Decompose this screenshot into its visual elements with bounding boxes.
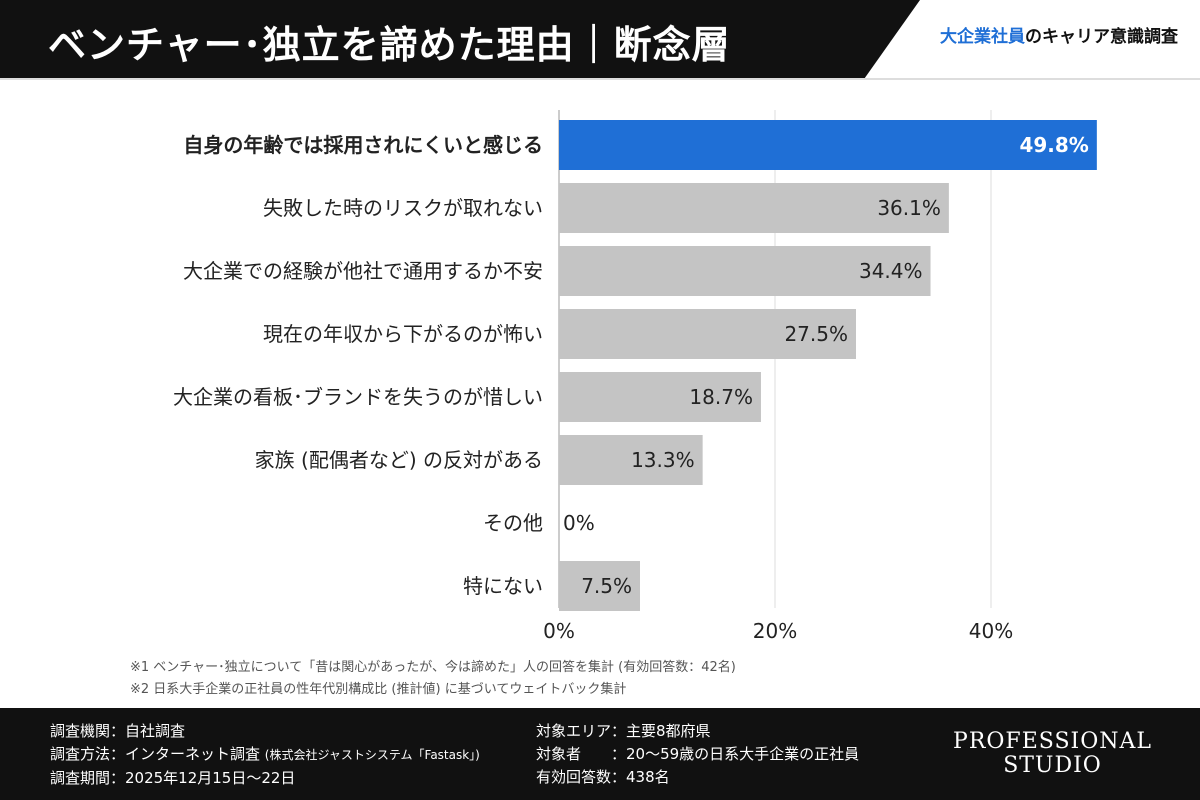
data-label: 7.5% (581, 574, 632, 598)
category-label: 大企業の看板･ブランドを失うのが惜しい (173, 385, 543, 409)
bar-chart: 0% 20% 40% 自身の年齢では採用されにくいと感じる 49.8% 失敗した時のリスク… (173, 110, 1097, 643)
bar (559, 561, 640, 611)
bar (559, 120, 1097, 170)
category-label: 現在の年収から下がるのが怖い (263, 322, 543, 346)
data-label: 36.1% (877, 196, 941, 220)
bar (559, 435, 703, 485)
survey-method: 調査方法：インターネット調査 (株式会社ジャストシステム「Fastask」) (50, 745, 480, 763)
survey-brand: 大企業社員のキャリア意識調査 (940, 22, 1178, 47)
bar (559, 372, 761, 422)
x-tick-label: 0% (543, 619, 575, 643)
survey-period: 調査期間：2025年12月15日〜22日 (50, 769, 296, 787)
brand-highlight: 大企業社員 (940, 27, 1025, 47)
category-label: 大企業での経験が他社で通用するか不安 (183, 259, 543, 283)
bar (559, 309, 856, 359)
category-label: 特にない (463, 574, 543, 598)
data-label: 49.8% (1019, 133, 1088, 157)
data-label: 18.7% (689, 385, 753, 409)
survey-target: 対象者 ：20〜59歳の日系大手企業の正社員 (536, 745, 860, 763)
category-label: 家族 (配偶者など) の反対がある (255, 448, 543, 472)
footer-left: 調査機関：自社調査 調査方法：インターネット調査 (株式会社ジャストシステム「F… (50, 720, 480, 790)
category-label: その他 (483, 511, 543, 535)
category-label: 自身の年齢では採用されにくいと感じる (183, 133, 543, 157)
x-tick-label: 40% (969, 619, 1013, 643)
data-label: 27.5% (784, 322, 848, 346)
page-title: ベンチャー･独立を諦めた理由｜断念層 (48, 23, 731, 67)
notes: ※1 ベンチャー･独立について「昔は関心があったが、今は諦めた」人の回答を集計 … (130, 657, 736, 701)
x-tick-label: 20% (753, 619, 797, 643)
method-note: (株式会社ジャストシステム「Fastask」) (264, 748, 480, 762)
logo: PROFESSIONAL STUDIO (953, 729, 1152, 778)
data-label: 34.4% (859, 259, 923, 283)
bar (559, 246, 931, 296)
survey-org: 調査機関：自社調査 (50, 722, 186, 740)
data-label: 13.3% (631, 448, 695, 472)
header-banner (0, 0, 920, 78)
note-1: ※1 ベンチャー･独立について「昔は関心があったが、今は諦めた」人の回答を集計 … (130, 660, 736, 675)
survey-responses: 有効回答数：438名 (536, 768, 670, 786)
survey-area: 対象エリア：主要8都府県 (536, 722, 711, 740)
footer-right: 対象エリア：主要8都府県 対象者 ：20〜59歳の日系大手企業の正社員 有効回答… (536, 720, 859, 789)
category-label: 失敗した時のリスクが取れない (263, 196, 543, 220)
footer: 調査機関：自社調査 調査方法：インターネット調査 (株式会社ジャストシステム「F… (0, 708, 1200, 800)
brand-rest: のキャリア意識調査 (1025, 27, 1178, 47)
data-label: 0% (563, 511, 595, 535)
note-2: ※2 日系大手企業の正社員の性年代別構成比 (推計値) に基づいてウェイトバック… (130, 682, 627, 697)
divider (0, 78, 1200, 80)
bar (559, 183, 949, 233)
